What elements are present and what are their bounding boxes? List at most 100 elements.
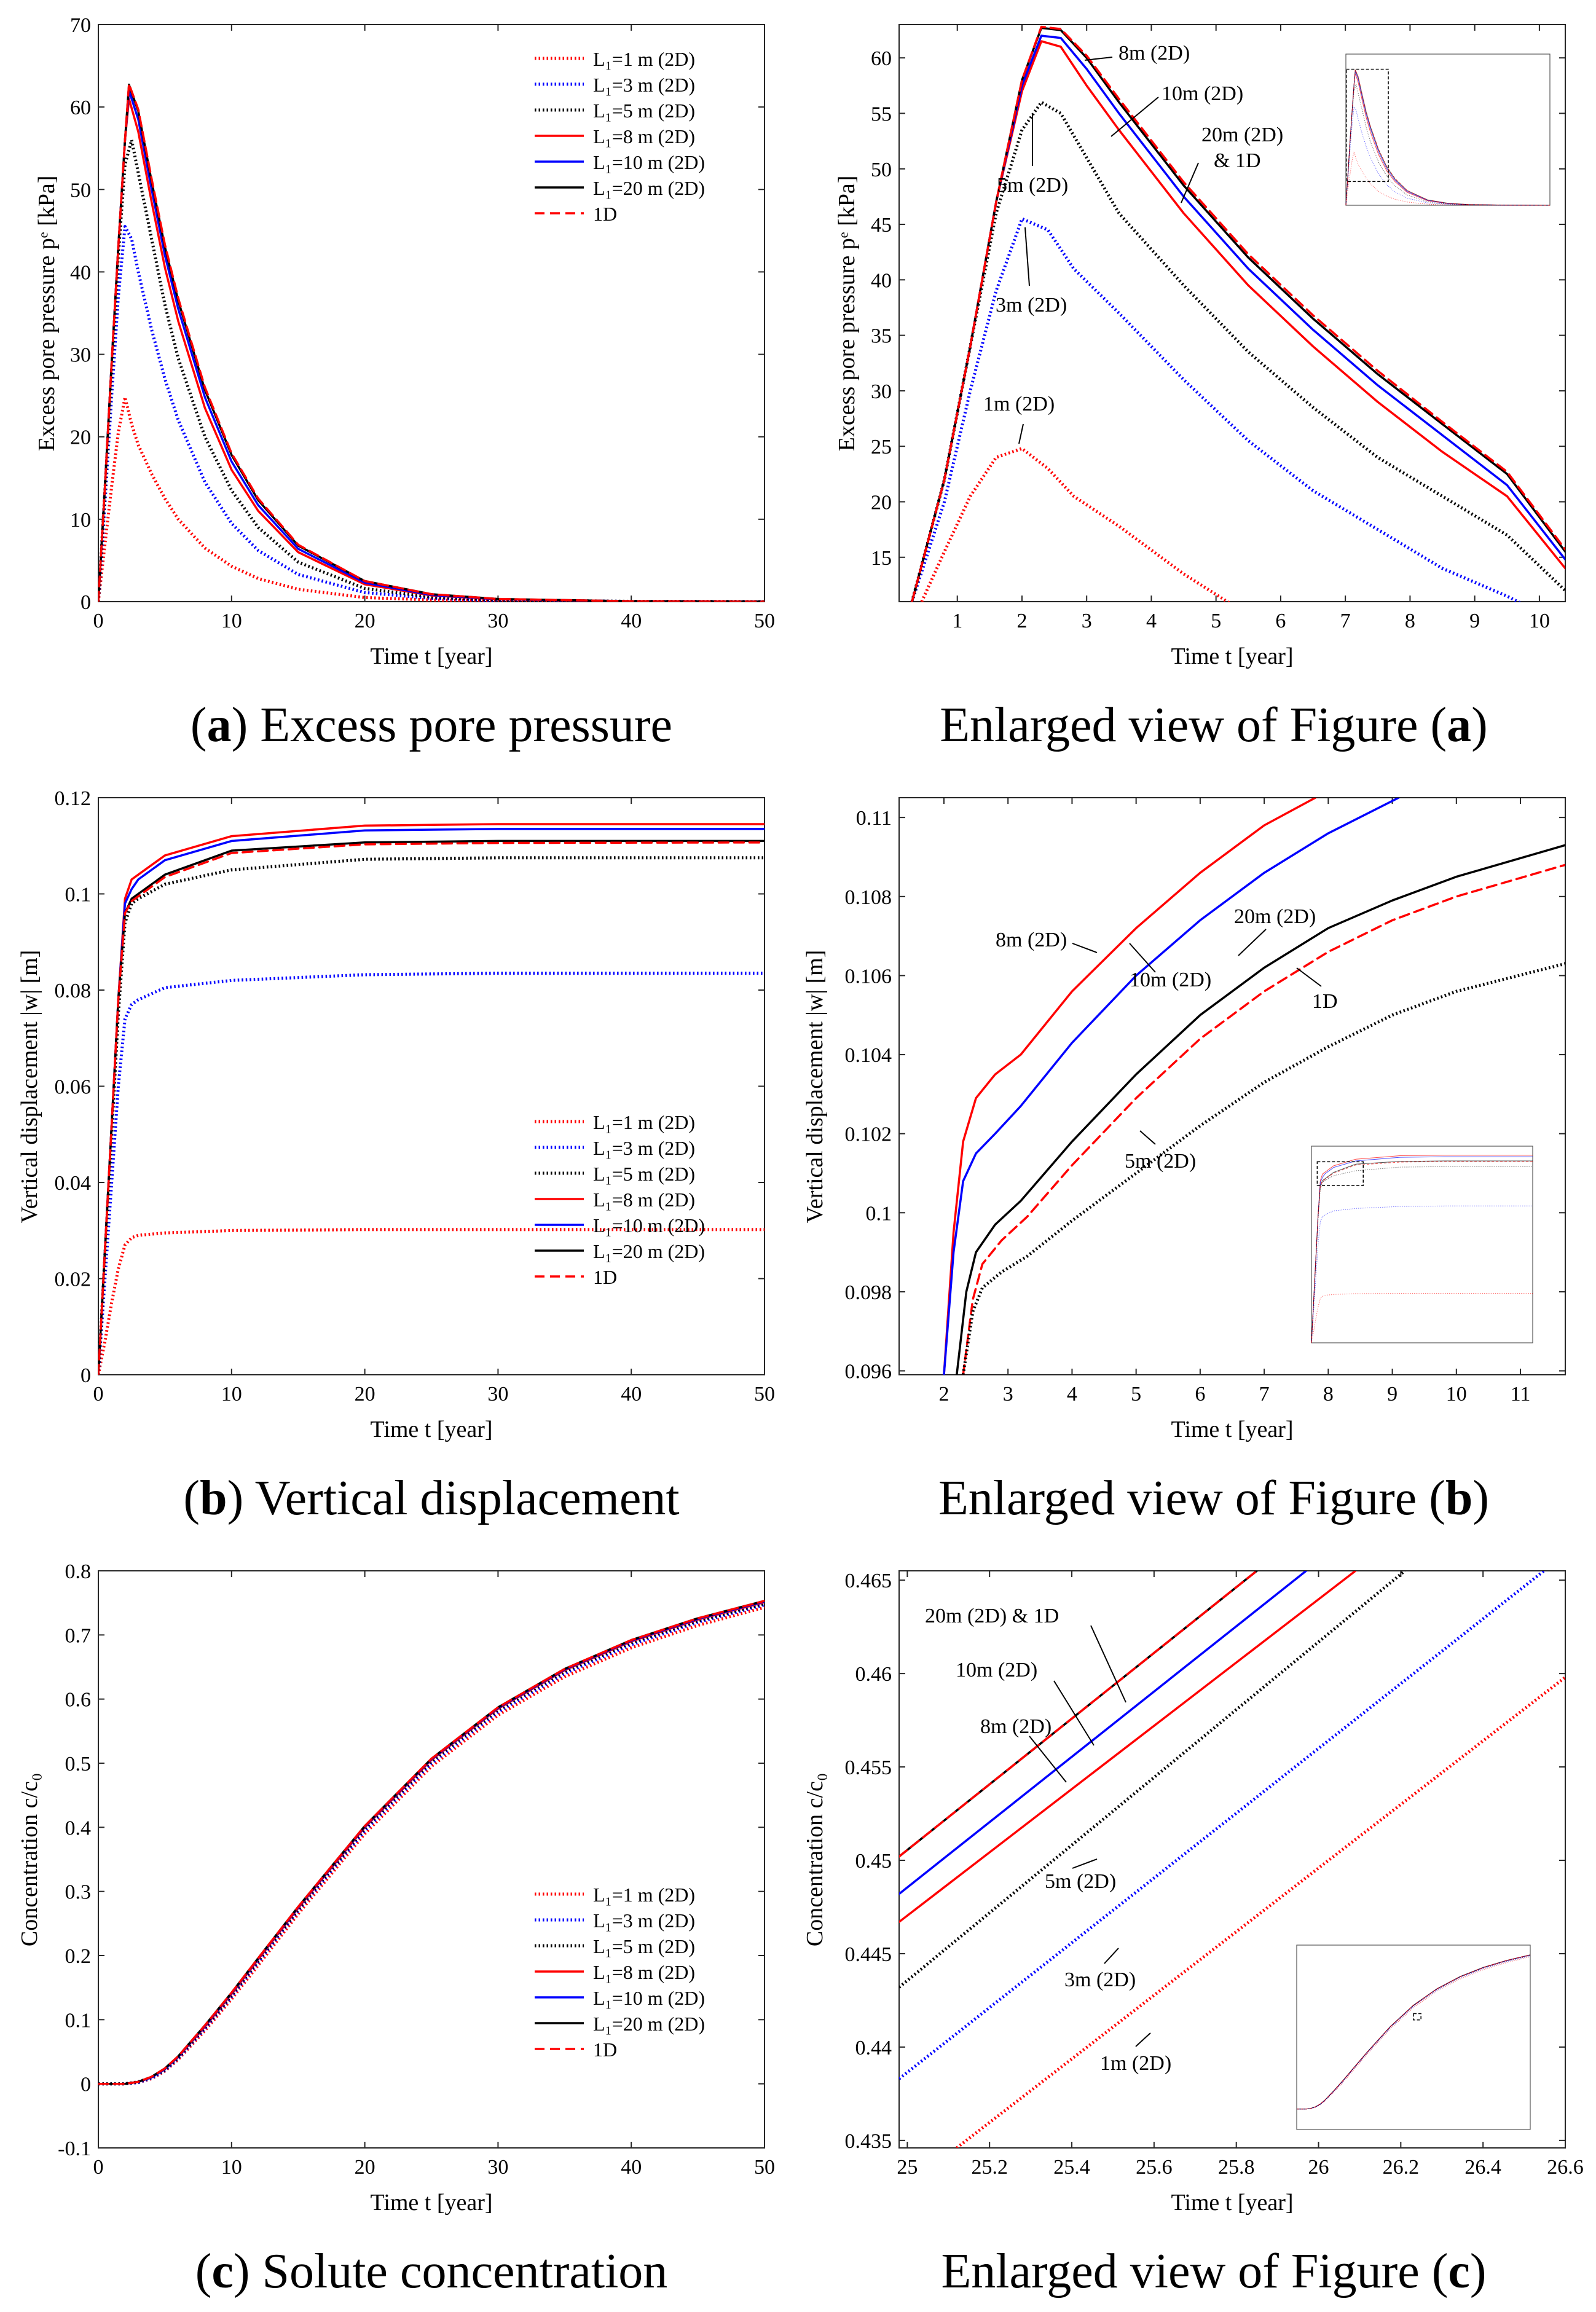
series-line-pressure-zoom [920, 447, 1230, 602]
ticks-concentration-zoom: 25 25.2 25.4 25.6 25.8 26 26.2 26.4 26.6 0.435 0.4… [845, 1570, 1584, 2179]
legend-label: L₁=3 m (2D) [593, 1909, 695, 1932]
xlabel-pressure-full: Time t [year] [370, 643, 492, 669]
xtick-label: 4 [1146, 610, 1157, 632]
caption-a-zoom: Enlarged view of Figure (a) [940, 698, 1488, 752]
inset-series-line [1297, 1956, 1531, 2110]
ticks-displacement-full: 0 10 20 30 40 50 0 0.02 0.04 0.06 0.08 0.1 0.12 [55, 787, 776, 1406]
ytick-label: 25 [871, 436, 892, 458]
xlabel-pressure-zoom: Time t [year] [1171, 643, 1293, 669]
ytick-label: 0 [81, 591, 91, 614]
xtick-label: 8 [1323, 1383, 1334, 1406]
xtick-label: 2 [938, 1383, 949, 1406]
xlabel-displacement-zoom: Time t [year] [1171, 1417, 1293, 1442]
series-line-displacement-zoom [943, 798, 1400, 1375]
xtick-label: 50 [754, 2156, 775, 2179]
xtick-label: 3 [1003, 1383, 1013, 1406]
xtick-label: 30 [487, 1383, 508, 1406]
plot-area-concentration-full [98, 1570, 765, 2149]
annotation-disp-10m: 10m (2D) [1130, 969, 1211, 991]
caption-b: (b) Vertical displacement [183, 1471, 680, 1525]
xtick-label: 26 [1308, 2156, 1329, 2179]
legend-label: L₁=5 m (2D) [593, 1163, 695, 1185]
ticks-pressure-full: 0 10 20 30 40 50 0 10 20 30 40 50 60 70 [70, 14, 775, 632]
series-line-concentration-full [98, 1600, 765, 2085]
series-layer [98, 25, 1565, 2148]
ytick-label: 15 [871, 547, 892, 570]
legend-label: L₁=8 m (2D) [593, 1189, 695, 1211]
annotation-20m: 20m (2D) [1201, 124, 1283, 146]
series-line-concentration-zoom [899, 1571, 1308, 1895]
plot-area-displacement-full [98, 797, 765, 1375]
xtick-label: 7 [1259, 1383, 1270, 1406]
leader-disp-8m [1072, 943, 1098, 953]
ytick-label: 70 [70, 14, 91, 37]
legend-label: L₁=10 m (2D) [593, 151, 705, 173]
inset-zoom-box [1345, 68, 1389, 183]
ytick-label: 0.11 [856, 807, 892, 830]
legend-label: L₁=20 m (2D) [593, 177, 705, 199]
xtick-label: 10 [221, 610, 242, 632]
caption-c-zoom: Enlarged view of Figure (c) [941, 2244, 1487, 2298]
leader-20m [1181, 162, 1199, 203]
ytick-label: 20 [871, 491, 892, 514]
series-line-displacement-zoom [956, 844, 1565, 1375]
annotation-disp-1d: 1D [1312, 990, 1338, 1013]
series-line-pressure-zoom [910, 100, 1565, 602]
caption-c: (c) Solute concentration [195, 2244, 668, 2298]
ytick-label: 0.44 [855, 2037, 892, 2059]
ytick-label: 0 [81, 2074, 91, 2096]
series-group-concentration-zoom [899, 1571, 1565, 2148]
caption-b-zoom: Enlarged view of Figure (b) [938, 1471, 1490, 1525]
legend-label: L₁=8 m (2D) [593, 1961, 695, 1983]
series-line-concentration-zoom [899, 1571, 1357, 1924]
plot-area-pressure-full [98, 24, 765, 602]
xtick-label: 3 [1082, 610, 1092, 632]
xtick-label: 0 [93, 1383, 104, 1406]
ytick-label: 0.1 [65, 884, 92, 906]
inset-zoom-box [1316, 1161, 1364, 1187]
ytick-label: 0.7 [65, 1624, 92, 1647]
caption-a: (a) Excess pore pressure [190, 698, 673, 752]
ytick-label: 20 [70, 427, 91, 449]
xtick-label: 25.2 [971, 2156, 1008, 2179]
annotations-concentration-zoom: 20m (2D) & 1D 10m (2D) 8m (2D) 5m (2D) 3… [925, 1605, 1171, 2075]
legend-label: L₁=5 m (2D) [593, 100, 695, 122]
ytick-label: 0.46 [855, 1663, 892, 1686]
legend-label: L₁=10 m (2D) [593, 1987, 705, 2009]
xtick-label: 26.2 [1383, 2156, 1420, 2179]
leader-10m [1111, 96, 1159, 137]
series-line-pressure-zoom [911, 26, 1565, 602]
leader-disp-10m [1129, 943, 1156, 973]
annotation-conc-20m: 20m (2D) & 1D [925, 1605, 1059, 1627]
leader-3m [1024, 227, 1030, 286]
series-group-displacement-zoom [943, 798, 1565, 1375]
xtick-label: 5 [1131, 1383, 1141, 1406]
leader-1m [1018, 423, 1024, 444]
xtick-label: 1 [952, 610, 962, 632]
series-group-pressure-full [98, 82, 765, 602]
inset-pressure-full [1345, 53, 1551, 206]
ytick-label: 0.6 [65, 1689, 92, 1712]
ytick-label: 0.08 [55, 980, 92, 1002]
legend-label: L₁=8 m (2D) [593, 125, 695, 147]
ytick-label: 0.1 [866, 1202, 892, 1225]
legend-label: 1D [593, 203, 617, 225]
ticks-displacement-zoom: 2 3 4 5 6 7 8 9 10 11 0.096 0.098 0.1 0.102 0.104 0.106… [845, 798, 1565, 1406]
annotation-conc-10m: 10m (2D) [956, 1659, 1037, 1681]
series-group-pressure-zoom [910, 25, 1565, 602]
xtick-label: 50 [754, 610, 775, 632]
xtick-label: 4 [1067, 1383, 1077, 1406]
leader-conc-20m [1090, 1625, 1126, 1703]
xtick-label: 10 [221, 1383, 242, 1406]
legend-concentration: L₁=1 m (2D) L₁=3 m (2D) L₁=5 m (2D) L₁=8 m … [535, 1884, 705, 2061]
annotation-and-1d: & 1D [1214, 149, 1261, 172]
ytick-label: 40 [70, 261, 91, 284]
xtick-label: 10 [221, 2156, 242, 2179]
legend-label: L₁=1 m (2D) [593, 1884, 695, 1906]
ytick-label: 0.096 [845, 1361, 892, 1383]
series-line-concentration-zoom [899, 1571, 1258, 1858]
inset-series-line [1345, 69, 1551, 206]
legend-label: 1D [593, 1266, 617, 1288]
ytick-label: 50 [871, 159, 892, 181]
